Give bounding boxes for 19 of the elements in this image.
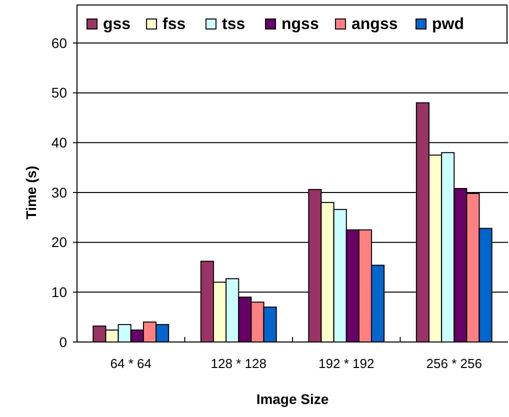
x-tick-label: 192 * 192 <box>318 356 374 371</box>
legend-label: gss <box>103 16 131 33</box>
x-tick-label: 256 * 256 <box>426 356 482 371</box>
x-tick-label: 128 * 128 <box>210 356 266 371</box>
legend-label: pwd <box>432 16 464 33</box>
legend-label: tss <box>222 16 246 33</box>
legend-label: angss <box>352 16 398 33</box>
y-tick-label: 0 <box>59 334 68 350</box>
y-tick-label: 10 <box>51 284 68 300</box>
x-tick-label: 64 * 64 <box>110 356 152 371</box>
legend-label: ngss <box>282 16 319 33</box>
y-tick-label: 20 <box>51 234 68 250</box>
legend-label: fss <box>162 16 186 33</box>
y-tick-label: 60 <box>51 34 68 51</box>
y-axis-title: Time (s) <box>23 166 39 220</box>
y-tick-label: 50 <box>51 84 68 101</box>
x-axis-title: Image Size <box>256 391 329 407</box>
y-tick-label: 30 <box>51 184 68 200</box>
y-tick-label: 40 <box>51 134 68 151</box>
